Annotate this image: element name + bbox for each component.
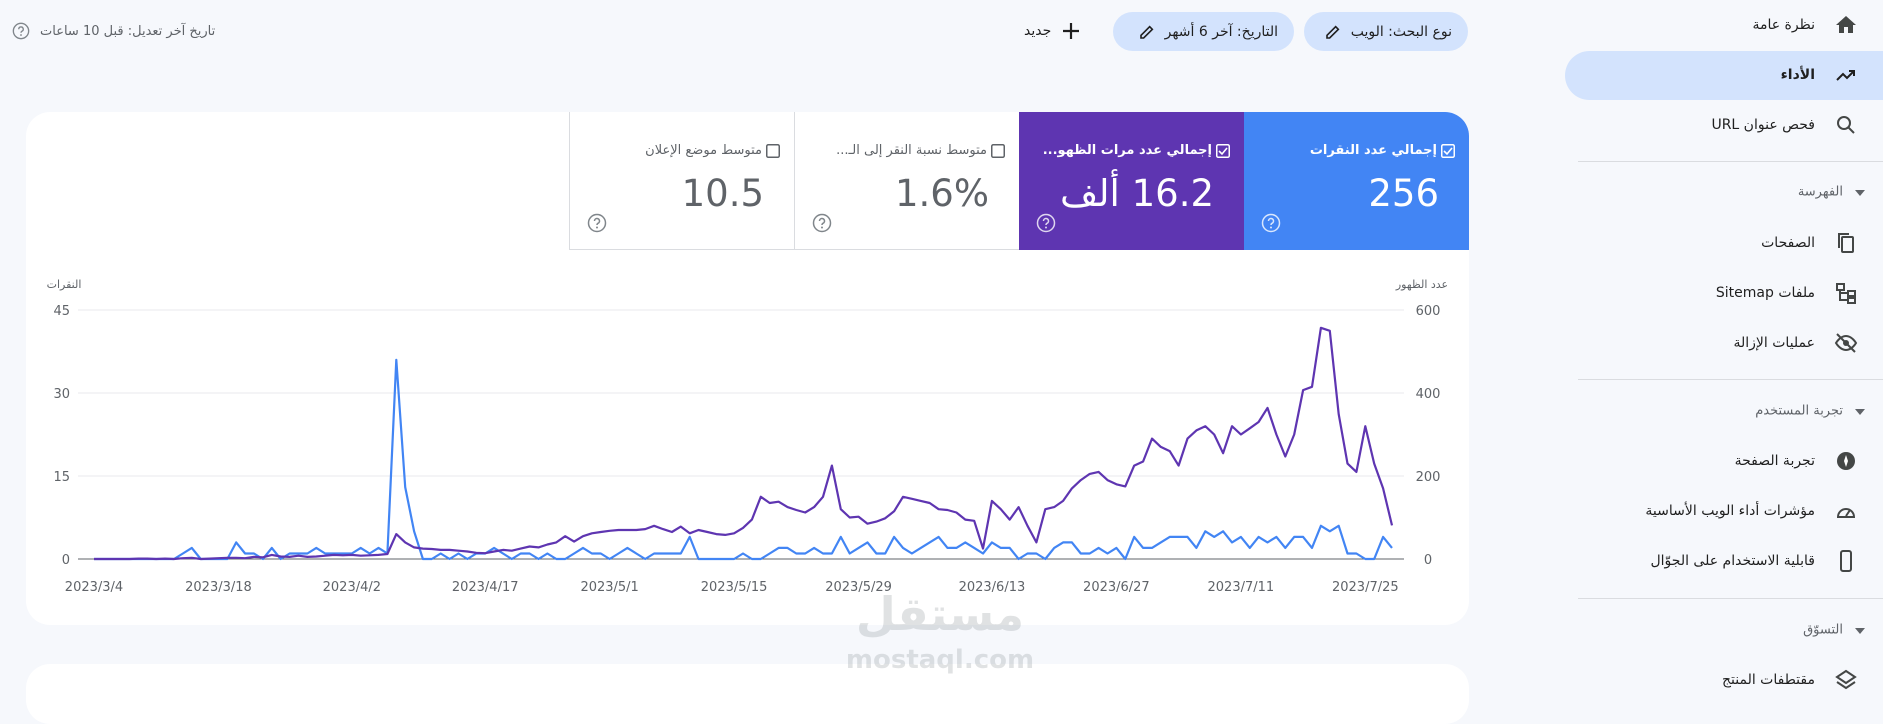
- chip-text: نوع البحث: الويب: [1350, 23, 1452, 40]
- icon-trend: [1836, 70, 1855, 81]
- nav-item[interactable]: تجربة الصفحة: [1734, 453, 1815, 469]
- next-card: [26, 664, 1469, 724]
- nav-item[interactable]: ملفات Sitemap: [1715, 285, 1815, 301]
- metric-value: 1.6%: [895, 172, 989, 215]
- icon-help[interactable]: [1036, 213, 1056, 233]
- caret: [1855, 628, 1865, 634]
- icon-removals: [1834, 333, 1858, 353]
- metric-value: 16.2 ألف: [1059, 172, 1214, 215]
- nav-item[interactable]: الأداء: [1780, 67, 1815, 83]
- metric-card[interactable]: متوسط موضع الإعلان 10.5: [569, 112, 794, 250]
- chip-text: التاريخ: آخر 6 أشهر: [1164, 23, 1278, 40]
- icon-sitemap: [1836, 283, 1856, 304]
- metric-value: 256: [1368, 172, 1439, 215]
- nav-item[interactable]: عمليات الإزالة: [1733, 335, 1816, 351]
- last-updated: تاريخ آخر تعديل: قبل 10 ساعات: [12, 20, 215, 42]
- metric-card[interactable]: متوسط نسبة النقر إلى الـ... 1.6%: [794, 112, 1019, 250]
- checkbox[interactable]: [1216, 144, 1230, 158]
- icon-help[interactable]: [812, 213, 832, 233]
- icon-plus: [1063, 23, 1080, 39]
- nav-section[interactable]: تجربة المستخدم: [1755, 403, 1843, 419]
- metric-value: 10.5: [681, 172, 764, 215]
- icon-help[interactable]: [587, 213, 607, 233]
- divider: [1578, 379, 1883, 380]
- checkbox[interactable]: [991, 144, 1005, 158]
- last-updated-text: تاريخ آخر تعديل: قبل 10 ساعات: [40, 23, 216, 39]
- icon-pages: [1838, 233, 1854, 253]
- metric-label: متوسط نسبة النقر إلى الـ...: [836, 143, 987, 158]
- nav-item[interactable]: مؤشرات أداء الويب الأساسية: [1645, 503, 1815, 519]
- filter-chip[interactable]: التاريخ: آخر 6 أشهر: [1113, 12, 1294, 51]
- nav-section[interactable]: التسوّق: [1803, 622, 1843, 638]
- icon-help[interactable]: [12, 22, 30, 40]
- nav-item[interactable]: نظرة عامة: [1752, 17, 1815, 33]
- icon-experience: [1837, 452, 1855, 470]
- icon-home: [1836, 16, 1856, 33]
- page: نظرة عامة الأداء فحص عنوان URL الفهرسة ا…: [12, 12, 1883, 690]
- metric-label: إجمالي عدد النقرات: [1309, 143, 1437, 158]
- metric-card[interactable]: إجمالي عدد النقرات 256: [1244, 112, 1469, 250]
- icon-edit: [1139, 25, 1154, 39]
- icon-vitals: [1836, 508, 1856, 518]
- nav-item[interactable]: قابلية الاستخدام على الجوّال: [1650, 553, 1816, 569]
- metric-label: متوسط موضع الإعلان: [645, 143, 762, 158]
- icon-help[interactable]: [1261, 213, 1281, 233]
- divider: [1578, 598, 1883, 599]
- new-filter[interactable]: جديد: [1024, 18, 1081, 44]
- nav-item[interactable]: مقتطفات المنتج: [1721, 672, 1815, 688]
- icon-search: [1837, 116, 1855, 134]
- caret: [1855, 409, 1865, 415]
- caret: [1855, 190, 1865, 196]
- metric-label: إجمالي عدد مرات الظهو...: [1042, 143, 1212, 158]
- icon-snippets: [1835, 669, 1857, 690]
- nav-section[interactable]: الفهرسة: [1797, 184, 1843, 200]
- nav-selected: [1565, 51, 1883, 100]
- filter-chip[interactable]: نوع البحث: الويب: [1304, 12, 1468, 51]
- divider: [1578, 161, 1883, 162]
- new-text: جديد: [1024, 23, 1052, 39]
- checkbox[interactable]: [766, 144, 780, 158]
- checkbox[interactable]: [1441, 144, 1455, 158]
- nav-item[interactable]: الصفحات: [1761, 235, 1815, 251]
- metric-card[interactable]: إجمالي عدد مرات الظهو... 16.2 ألف: [1019, 112, 1244, 250]
- nav-item[interactable]: فحص عنوان URL: [1711, 117, 1815, 133]
- icon-mobile: [1840, 550, 1852, 572]
- icon-edit: [1325, 25, 1340, 39]
